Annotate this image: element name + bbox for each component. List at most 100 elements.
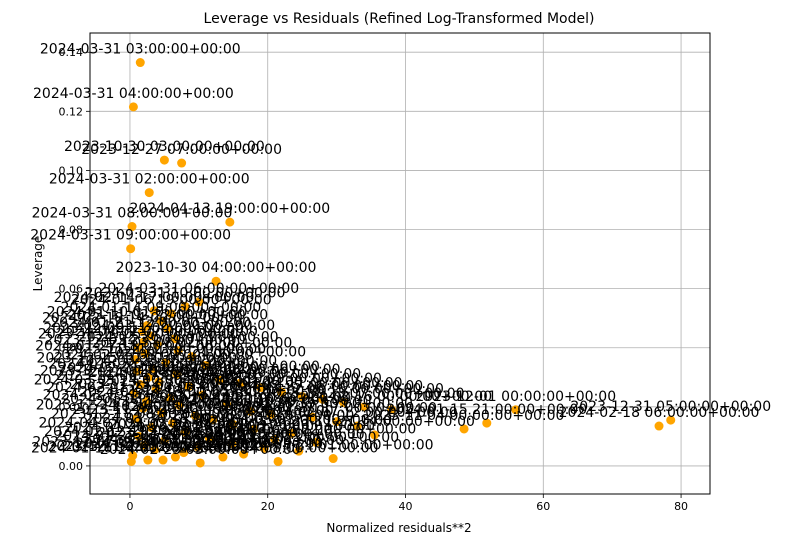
scatter-point	[277, 387, 287, 397]
y-tick-label: 0.04	[59, 342, 84, 355]
scatter-point	[194, 297, 204, 307]
scatter-point	[318, 394, 328, 404]
point-label: 2024-04-15 05:00:00+00:00	[126, 383, 327, 399]
point-label: 2024-03-31 04:00:00+00:00	[33, 86, 234, 102]
scatter-point	[332, 417, 342, 427]
scatter-point	[170, 334, 180, 344]
point-label: 2024-01-24 11:00:00+00:00	[202, 375, 403, 391]
point-label: 2024-01-15 21:00:00+00:00	[386, 402, 587, 418]
scatter-point	[170, 452, 180, 462]
scatter-point	[308, 412, 318, 422]
point-label: 2024-01-20 10:00:00+00:00	[64, 420, 265, 436]
scatter-point	[190, 411, 200, 421]
point-label: 2024-04-06 21:00:00+00:00	[105, 344, 306, 360]
point-label: 2023-11-06 17:00:00+00:00	[56, 368, 257, 384]
point-label: 2024-02-01 23:00:00+00:00	[46, 380, 247, 396]
point-label: 2024-03-25 22:00:00+00:00	[216, 421, 417, 437]
point-label: 2024-03-21 01:00:00+00:00	[233, 438, 434, 454]
scatter-point	[131, 414, 141, 424]
point-label: 2023-11-02 22:00:00+00:00	[67, 308, 268, 324]
scatter-point	[197, 390, 207, 400]
scatter-point	[137, 326, 147, 336]
scatter-point	[228, 420, 238, 430]
scatter-point	[266, 409, 276, 419]
scatter-point	[179, 448, 189, 458]
point-label: 2023-12-09 11:00:00+00:00	[43, 321, 244, 337]
point-label: 2024-02-16 00:00:00+00:00	[291, 389, 492, 405]
scatter-point	[294, 446, 304, 456]
scatter-point	[297, 391, 307, 401]
point-label: 2023-12-18 08:00:00+00:00	[51, 407, 252, 423]
y-tick-label: 0.08	[59, 224, 84, 237]
x-tick-label: 60	[536, 500, 550, 513]
point-label: 2024-01-16 14:00:00+00:00	[31, 440, 232, 456]
point-label: 2024-01-21 12:00:00+00:00	[50, 315, 251, 331]
chart-title: Leverage vs Residuals (Refined Log-Trans…	[204, 11, 595, 27]
point-label: 2024-02-18 14:00:00+00:00	[42, 310, 243, 326]
scatter-point	[239, 449, 249, 459]
scatter-point	[146, 423, 156, 433]
scatter-point	[157, 408, 167, 418]
point-label: 2024-04-09 03:00:00+00:00	[160, 367, 361, 383]
point-label: 2023-12-19 22:00:00+00:00	[47, 439, 248, 455]
scatter-point	[139, 337, 149, 347]
point-label: 2023-11-09 20:00:00+00:00	[72, 402, 273, 418]
point-label: 2023-11-04 00:00:00+00:00	[364, 408, 565, 424]
scatter-point	[129, 389, 139, 399]
scatter-point	[159, 436, 169, 446]
scatter-point	[184, 381, 194, 391]
point-label: 2024-03-14 06:00:00+00:00	[112, 399, 313, 415]
point-label: 2023-12-15 10:00:00+00:00	[36, 350, 237, 366]
point-label: 2024-02-10 09:00:00+00:00	[181, 371, 382, 387]
scatter-point	[130, 355, 140, 365]
scatter-point	[195, 458, 205, 468]
scatter-point	[144, 188, 154, 198]
point-label: 2023-11-15 02:00:00+00:00	[70, 377, 271, 393]
point-label: 2023-11-11 13:00:00+00:00	[65, 341, 266, 357]
point-label: 2024-03-23 15:00:00+00:00	[76, 353, 277, 369]
point-label: 2024-01-05 03:00:00+00:00	[191, 412, 392, 428]
scatter-point	[128, 102, 138, 112]
x-tick-label: 0	[126, 500, 133, 513]
point-label: 2023-12-10 17:00:00+00:00	[174, 418, 375, 434]
point-label: 2024-04-14 08:00:00+00:00	[178, 440, 379, 456]
point-label: 2024-02-26 16:00:00+00:00	[78, 330, 279, 346]
point-label: 2023-10-30 04:00:00+00:00	[116, 260, 317, 276]
scatter-point	[166, 309, 176, 319]
scatter-point	[173, 346, 183, 356]
scatter-point	[246, 406, 256, 416]
point-label: 2024-03-06 23:00:00+00:00	[154, 408, 355, 424]
point-label: 2024-01-27 18:00:00+00:00	[35, 339, 236, 355]
scatter-point	[259, 443, 269, 453]
scatter-point	[235, 378, 245, 388]
point-label: 2023-12-06 16:00:00+00:00	[243, 381, 444, 397]
y-tick-label: 0.10	[59, 164, 84, 177]
scatter-point	[150, 445, 160, 455]
x-axis-label: Normalized residuals**2	[326, 521, 471, 535]
scatter-point	[141, 396, 151, 406]
scatter-point	[151, 384, 161, 394]
scatter-point	[133, 343, 143, 353]
scatter-point	[180, 301, 190, 311]
scatter-point	[256, 383, 266, 393]
point-label: 2023-11-25 12:00:00+00:00	[63, 439, 264, 455]
point-label: 2024-02-05 08:00:00+00:00	[52, 347, 253, 363]
scatter-point	[328, 454, 338, 464]
point-label: 2024-03-31 02:00:00+00:00	[49, 172, 250, 188]
scatter-point	[154, 377, 164, 387]
y-tick-label: 0.00	[59, 460, 84, 473]
y-axis-label: Leverage	[31, 236, 45, 292]
scatter-point	[370, 430, 380, 440]
point-label: 2024-02-12 19:00:00+00:00	[44, 424, 245, 440]
point-label: 2024-03-10 11:00:00+00:00	[83, 432, 284, 448]
scatter-point	[359, 402, 369, 412]
scatter-point	[387, 405, 397, 415]
x-tick-label: 20	[261, 500, 275, 513]
point-label: 2024-04-03 10:00:00+00:00	[171, 393, 372, 409]
point-label: 2023-12-31 05:00:00+00:00	[570, 399, 771, 415]
point-label: 2024-03-31 10:00:00+00:00	[85, 285, 286, 301]
scatter-point	[126, 456, 136, 466]
point-label: 2024-01-08 15:00:00+00:00	[61, 392, 262, 408]
